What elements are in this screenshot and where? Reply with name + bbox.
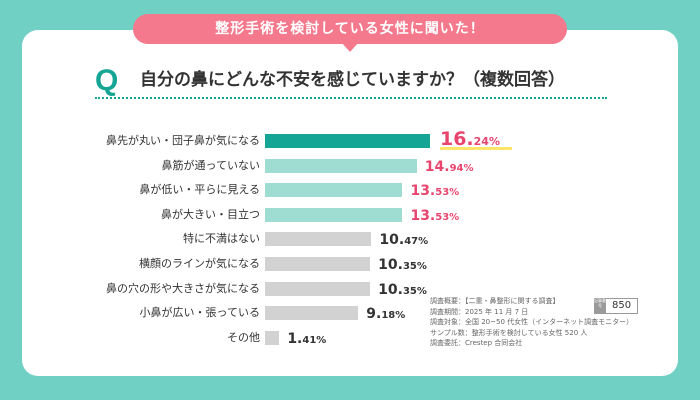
bar: [265, 158, 417, 173]
bar: [265, 207, 403, 222]
data-label: 10.35%: [378, 281, 427, 298]
banner-pointer: [342, 43, 358, 52]
top-value-highlight: [439, 147, 512, 150]
bar: [265, 330, 280, 345]
category-label: 鼻先が丸い・団子鼻が気になる: [106, 134, 260, 147]
bar: [265, 183, 403, 198]
survey-line-contractor: 調査委託：Crestep 合同会社: [430, 339, 523, 347]
survey-line-period: 調査期間：2025 年 11 月 7 日: [430, 307, 529, 316]
data-label: 13.53%: [410, 207, 460, 224]
survey-banner: 整形手術を検討している女性に聞いた！: [133, 14, 567, 44]
data-label: 1.41%: [287, 330, 327, 347]
question-title: 自分の鼻にどんな不安を感じていますか？（複数回答）: [140, 70, 565, 90]
category-label: 横顔のラインが気になる: [139, 257, 260, 270]
category-label: 小鼻が広い・張っている: [139, 306, 260, 320]
data-label: 9.18%: [366, 306, 406, 323]
category-label: 鼻筋が通っていない: [161, 158, 260, 172]
survey-details: 調査概要：【二重・鼻整形に関する調査】 調査期間：2025 年 11 月 7 日…: [430, 296, 633, 349]
survey-line-summary: 調査概要：【二重・鼻整形に関する調査】: [430, 297, 560, 305]
bar: [265, 232, 372, 247]
article-number-value: 850: [606, 298, 639, 314]
survey-line-target: 調査対象：全国 20~50 代女性（インターネット調査モニター）: [430, 318, 634, 326]
question-divider: [95, 97, 607, 99]
category-label: 特に不満はない: [183, 232, 260, 246]
article-number-label: 記事番号: [594, 298, 606, 314]
data-label: 10.47%: [379, 232, 429, 249]
question-mark-letter: Q: [95, 64, 119, 97]
data-label: 10.35%: [378, 257, 427, 273]
survey-line-sample: サンプル数：整形手術を検討している女性 520 人: [430, 328, 588, 337]
category-label: 鼻の穴の形や大きさが気になる: [106, 281, 260, 295]
bar: [265, 134, 430, 148]
article-number-badge: 記事番号 850: [594, 298, 639, 314]
bar: [265, 257, 371, 271]
data-label: 14.94%: [424, 158, 474, 175]
category-label: 鼻が大きい・目立つ: [161, 207, 260, 221]
bar: [265, 306, 359, 321]
category-label: その他: [227, 330, 260, 344]
data-label: 16.24%: [439, 128, 500, 150]
bar: [265, 281, 371, 296]
data-label: 13.53%: [410, 183, 460, 200]
category-label: 鼻が低い・平らに見える: [139, 183, 260, 197]
